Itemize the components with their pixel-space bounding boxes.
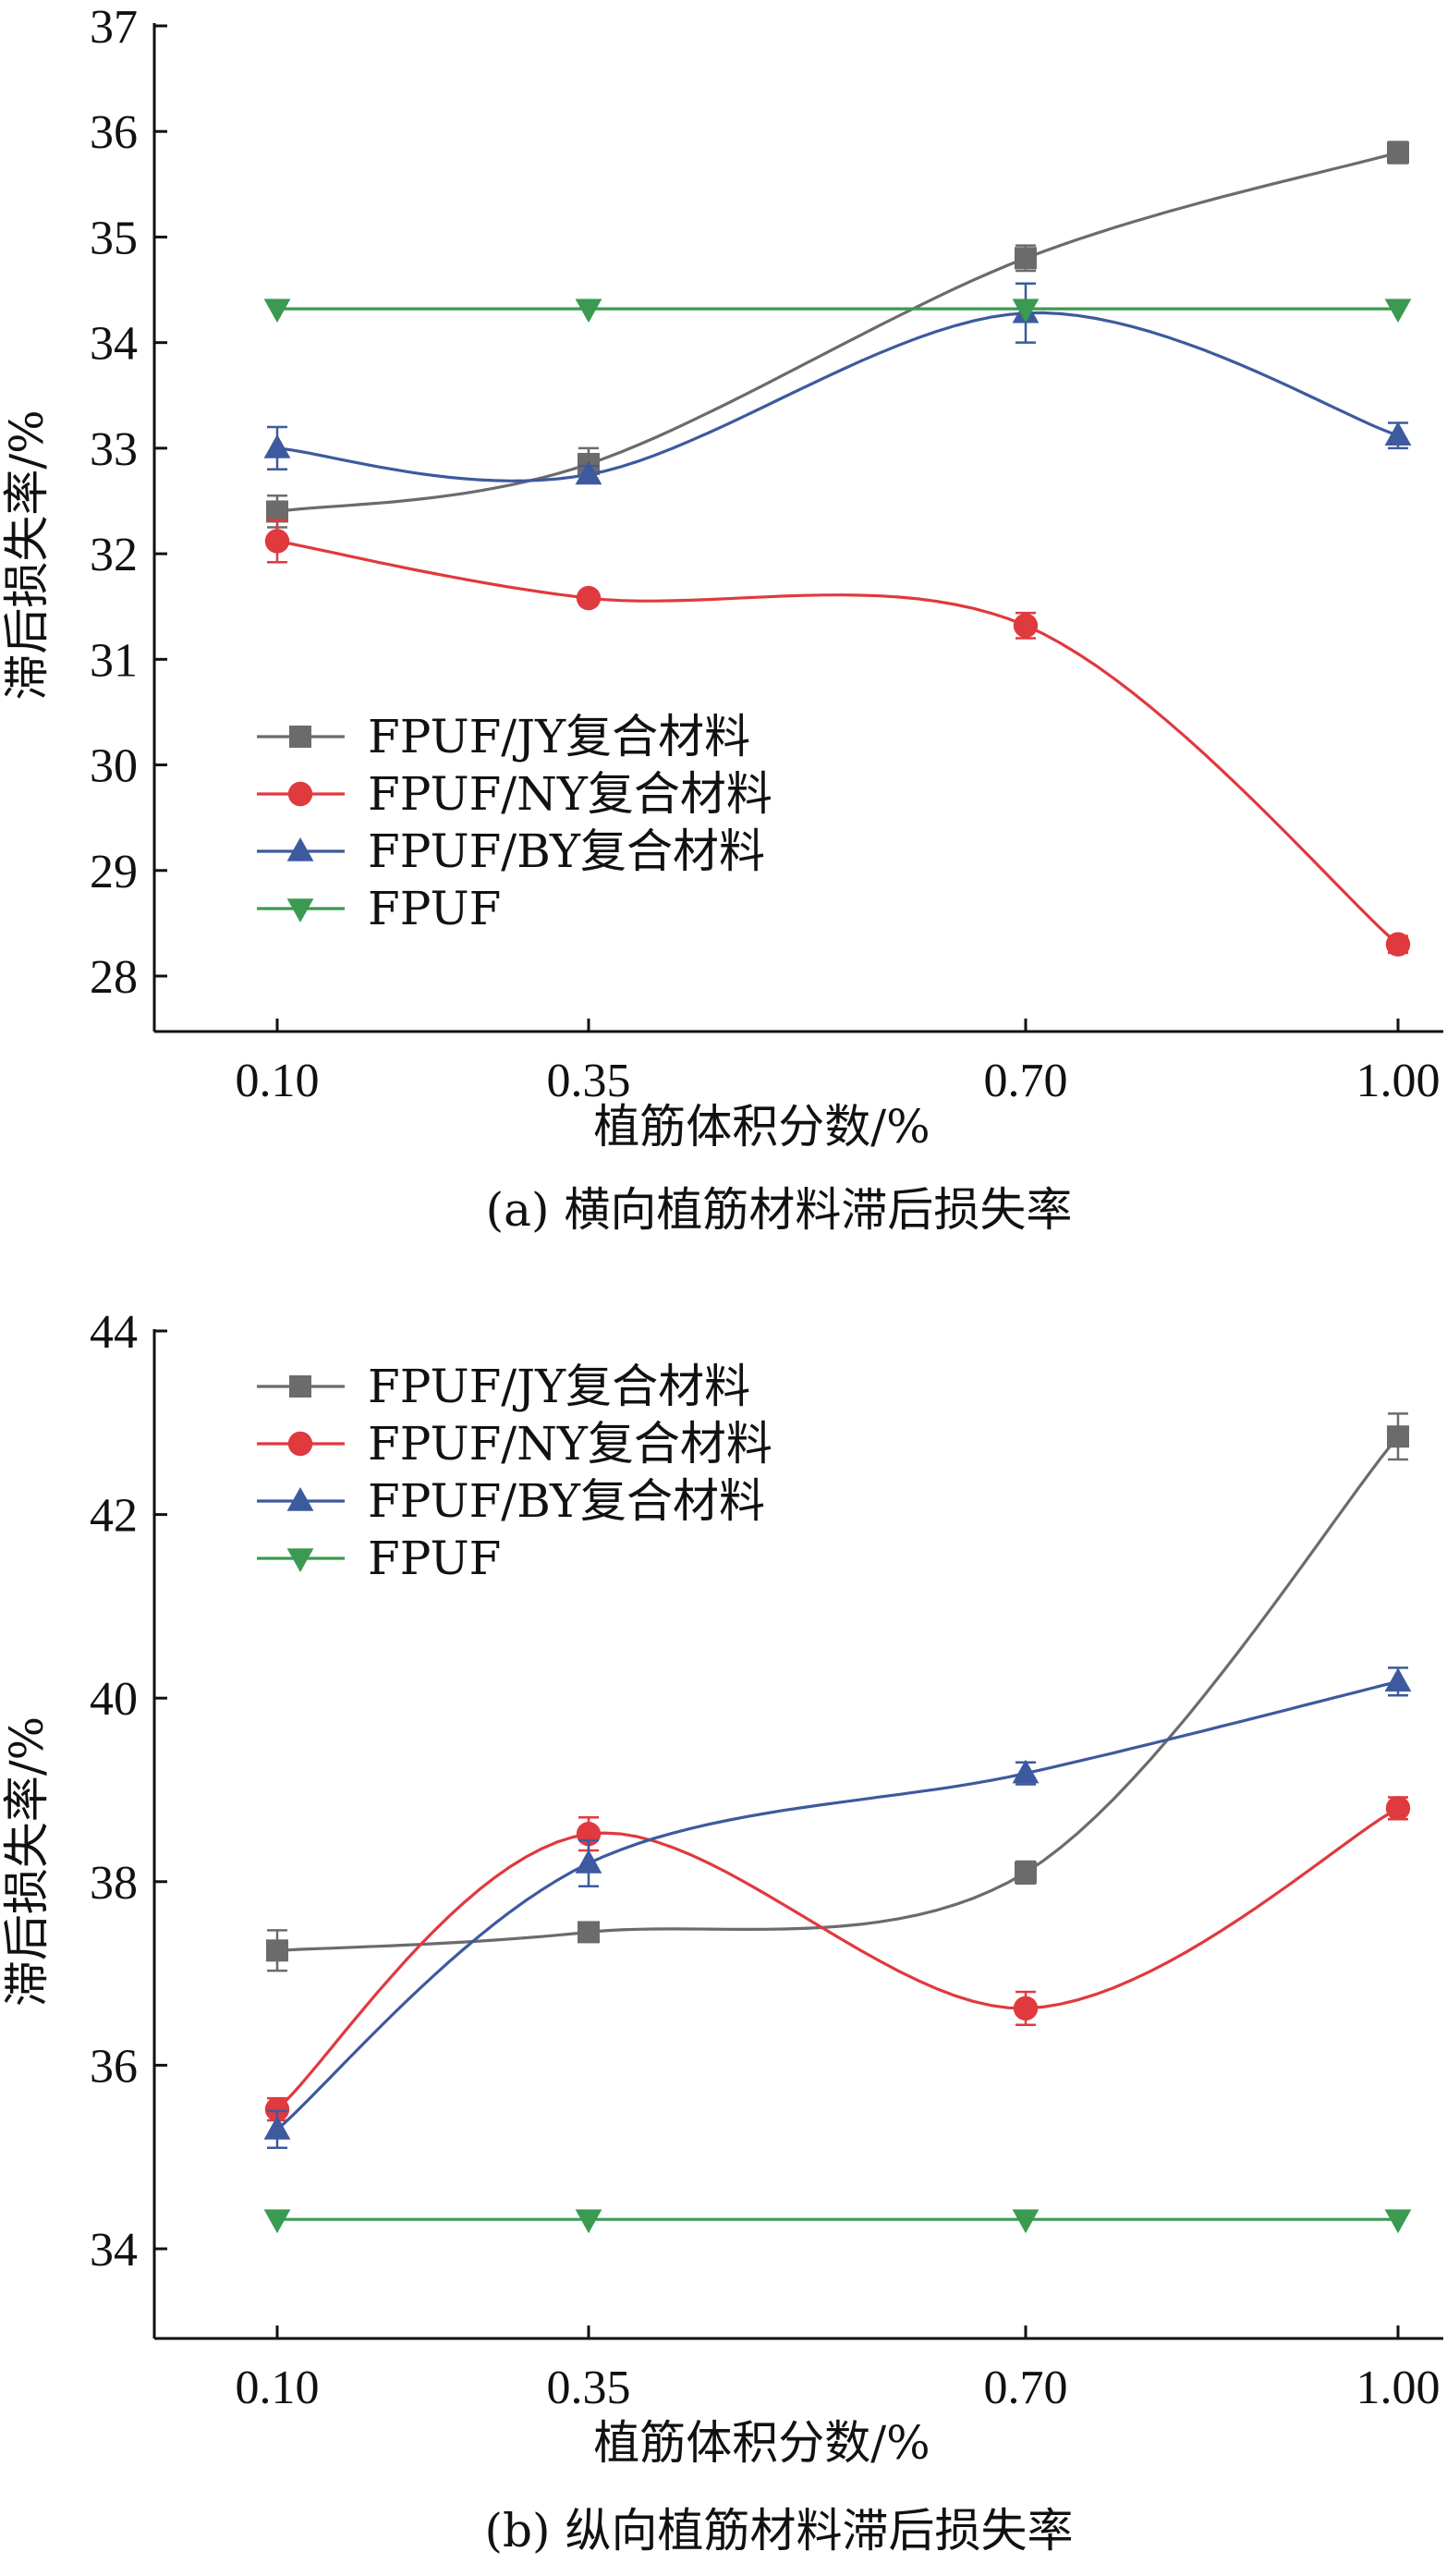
legend-label: FPUF/JY复合材料 [368,710,750,763]
x-axis-title: 植筋体积分数/% [593,2416,930,2470]
panel-b-caption: (b) 纵向植筋材料滞后损失率 [485,2504,1074,2558]
legend-marker [287,1431,313,1457]
y-tick-label: 42 [90,1490,138,1543]
series-3 [263,299,1412,324]
data-point [1013,1996,1039,2021]
data-point [1384,299,1412,324]
data-point [1384,1667,1412,1692]
legend-marker [289,726,311,748]
y-tick-label: 32 [90,529,138,581]
series-line [276,539,1400,946]
data-point [1385,1796,1411,1821]
x-tick-label: 1.00 [1356,1055,1441,1107]
series-line [276,311,1399,482]
legend-label: FPUF/NY复合材料 [368,1417,772,1471]
legend-marker [286,898,314,922]
data-point [263,2115,291,2140]
y-axis-title: 滞后损失率/% [0,409,54,700]
legend-marker [286,837,314,861]
data-point [1387,1425,1409,1448]
series-2 [263,282,1412,485]
series-line [276,1435,1400,1952]
x-tick-label: 0.70 [984,2362,1068,2414]
y-tick-label: 28 [90,951,138,1004]
data-point [1012,2209,1040,2234]
data-point [575,1849,602,1874]
data-point [263,433,291,458]
panel-a-caption: (a) 横向植筋材料滞后损失率 [486,1183,1073,1237]
x-tick-label: 0.10 [236,1055,320,1107]
legend-label: FPUF/BY复合材料 [368,824,765,878]
data-point [1384,421,1412,446]
y-tick-label: 30 [90,740,138,793]
y-tick-label: 44 [90,1306,138,1359]
legend-label: FPUF/BY复合材料 [368,1474,765,1528]
y-tick-label: 35 [90,212,138,264]
data-point [1384,2209,1412,2234]
y-tick-label: 40 [90,1673,138,1726]
y-tick-label: 29 [90,846,138,898]
panel-a-chart: 28 29 30 31 32 33 34 35 36 37 0.10 0.35 0.70 1.00 植筋体积… [0,1,1443,1237]
y-tick-label: 34 [90,318,138,371]
data-point [266,1939,288,1962]
series-line [275,1679,1399,2131]
x-tick-label: 1.00 [1356,2362,1441,2414]
data-point [1387,141,1409,165]
series-1 [264,519,1411,957]
x-tick-label: 0.70 [984,1055,1068,1107]
data-point [1015,247,1037,270]
data-point [263,299,291,324]
data-point [264,529,290,554]
data-point [1012,1759,1040,1784]
legend-marker [286,1487,314,1511]
y-tick-label: 33 [90,423,138,476]
x-tick-label: 0.35 [547,1055,631,1107]
data-point [578,1921,600,1944]
y-tick-label: 34 [90,2224,138,2277]
legend-marker [289,1375,311,1398]
x-axis-title: 植筋体积分数/% [593,1100,930,1154]
series-0 [266,1412,1409,1972]
legend-marker [287,781,313,807]
x-tick-label: 0.35 [547,2362,631,2414]
y-tick-label: 37 [90,1,138,54]
data-point [1012,299,1040,324]
x-tick-label: 0.10 [236,2362,320,2414]
data-point [1015,1861,1037,1884]
series-0 [266,140,1409,529]
series-3 [263,2209,1412,2234]
data-point [1385,932,1411,957]
panel-b-chart: 34 36 38 40 42 44 0.10 0.35 0.70 1.00 植筋体积分数/% 滞后损失… [0,1306,1443,2558]
y-tick-label: 36 [90,2040,138,2093]
y-tick-label: 38 [90,1857,138,1910]
data-point [1013,613,1039,638]
y-axis-title: 滞后损失率/% [0,1716,54,2007]
y-tick-label: 36 [90,106,138,159]
legend-label: FPUF/JY复合材料 [368,1360,750,1413]
series-line [275,1807,1399,2111]
data-point [575,299,602,324]
legend-label: FPUF [368,882,501,935]
data-point [576,585,602,611]
y-tick-label: 31 [90,634,138,687]
series-1 [264,1796,1411,2122]
data-point [575,2209,602,2234]
data-point [263,2209,291,2234]
series-2 [263,1666,1412,2150]
legend-label: FPUF/NY复合材料 [368,767,772,821]
data-point [575,460,602,485]
data-point [264,2096,290,2122]
legend-marker [286,1548,314,1572]
legend-label: FPUF [368,1532,501,1585]
series-line [276,151,1399,513]
